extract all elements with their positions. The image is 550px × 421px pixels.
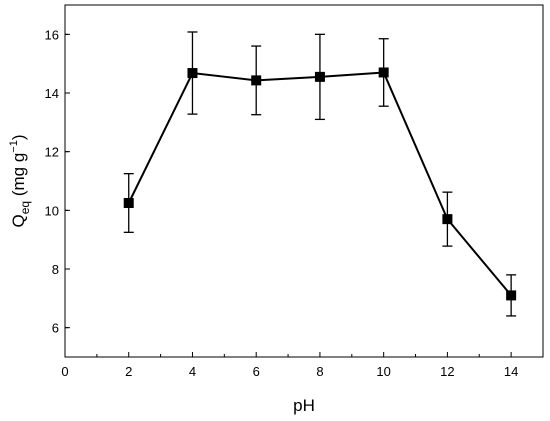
y-axis-label-subscript: eq — [18, 201, 32, 214]
x-tick-label: 6 — [253, 364, 260, 379]
x-tick-label: 4 — [189, 364, 196, 379]
series-layer — [123, 31, 517, 317]
y-tick-label: 14 — [45, 86, 59, 101]
y-axis-label-units: (mg g — [9, 153, 28, 201]
y-axis-label-main: Q — [9, 214, 28, 227]
y-tick-label: 10 — [45, 203, 59, 218]
x-axis-ticks: 0 2 4 6 8 10 12 14 — [61, 352, 518, 379]
x-tick-label: 12 — [440, 364, 454, 379]
data-point — [442, 214, 453, 225]
x-axis-label: pH — [293, 396, 315, 415]
data-point — [378, 67, 389, 78]
x-tick-label: 10 — [376, 364, 390, 379]
y-tick-label: 16 — [45, 27, 59, 42]
y-tick-label: 8 — [52, 262, 59, 277]
data-point — [187, 68, 198, 79]
data-point — [506, 290, 517, 301]
x-tick-label: 0 — [61, 364, 68, 379]
x-tick-label: 14 — [504, 364, 518, 379]
data-point — [251, 75, 262, 86]
y-tick-label: 6 — [52, 321, 59, 336]
y-axis-label: Qeq (mg g−1) — [8, 135, 32, 228]
x-tick-label: 2 — [125, 364, 132, 379]
y-axis-label-units-superscript: −1 — [8, 140, 20, 153]
y-axis-label-units-close: ) — [9, 135, 28, 141]
x-tick-label: 8 — [316, 364, 323, 379]
plot-frame — [64, 4, 544, 358]
data-point — [314, 71, 325, 82]
y-axis-ticks: 6 8 10 12 14 16 — [45, 27, 70, 336]
y-tick-label: 12 — [45, 145, 59, 160]
data-point — [123, 198, 134, 208]
